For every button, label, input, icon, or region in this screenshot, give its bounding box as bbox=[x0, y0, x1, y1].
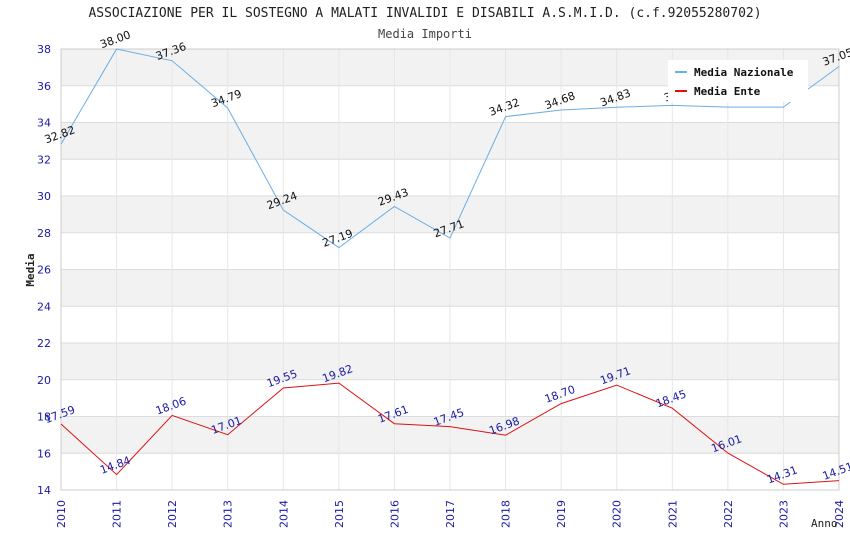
x-tick-label: 2010 bbox=[55, 500, 68, 528]
data-label: 34.68 bbox=[543, 89, 577, 112]
x-axis-ticks: 2010 2011 2012 2013 2014 2015 2016 2017 2018 2019… bbox=[55, 500, 846, 528]
x-tick-label: 2016 bbox=[388, 500, 401, 528]
y-axis-label: Media bbox=[24, 253, 37, 286]
x-tick-label: 2013 bbox=[222, 500, 235, 528]
y-tick-label: 24 bbox=[37, 300, 51, 313]
x-tick-label: 2020 bbox=[611, 500, 624, 528]
x-tick-label: 2019 bbox=[555, 500, 568, 528]
x-tick-label: 2014 bbox=[277, 500, 290, 528]
x-tick-label: 2015 bbox=[333, 500, 346, 528]
x-tick-label: 2023 bbox=[777, 500, 790, 528]
legend-entry: Media Ente bbox=[694, 85, 761, 98]
x-tick-label: 2021 bbox=[666, 500, 679, 528]
data-label: 18.45 bbox=[654, 387, 688, 410]
legend: Media Nazionale Media Ente bbox=[668, 60, 808, 102]
y-tick-label: 36 bbox=[37, 80, 51, 93]
y-tick-label: 34 bbox=[37, 117, 51, 130]
x-tick-label: 2022 bbox=[722, 500, 735, 528]
y-tick-label: 28 bbox=[37, 227, 51, 240]
x-tick-label: 2018 bbox=[500, 500, 513, 528]
y-tick-label: 14 bbox=[37, 484, 51, 497]
data-label: 14.31 bbox=[765, 464, 799, 487]
y-tick-label: 30 bbox=[37, 190, 51, 203]
data-label: 18.06 bbox=[154, 395, 188, 418]
y-tick-label: 32 bbox=[37, 153, 51, 166]
y-tick-label: 16 bbox=[37, 447, 51, 460]
legend-entry: Media Nazionale bbox=[694, 66, 794, 79]
data-label: 18.70 bbox=[543, 383, 577, 406]
data-label: 14.51 bbox=[821, 460, 850, 483]
y-tick-label: 20 bbox=[37, 374, 51, 387]
data-label: 38.00 bbox=[98, 28, 132, 51]
x-axis-label: Anno bbox=[811, 517, 838, 530]
x-tick-label: 2012 bbox=[166, 500, 179, 528]
x-tick-label: 2011 bbox=[111, 500, 124, 528]
data-label: 34.83 bbox=[598, 86, 632, 109]
x-tick-label: 2017 bbox=[444, 500, 457, 528]
y-tick-label: 22 bbox=[37, 337, 51, 350]
y-tick-label: 26 bbox=[37, 264, 51, 277]
y-tick-label: 38 bbox=[37, 43, 51, 56]
